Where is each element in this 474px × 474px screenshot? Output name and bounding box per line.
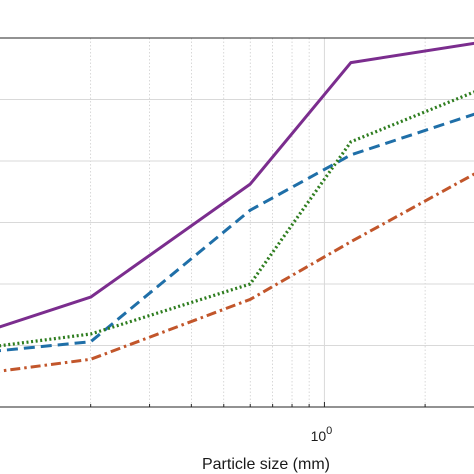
x-tick-marks <box>90 402 426 407</box>
plot-frame <box>0 37 474 408</box>
x-axis-label: Particle size (mm) <box>202 456 330 473</box>
x-tick-label: 100 <box>311 425 333 444</box>
series-line-2 <box>0 112 474 353</box>
series-layer <box>0 41 474 373</box>
series-line-1 <box>0 41 474 329</box>
series-line-4 <box>0 172 474 373</box>
series-line-3 <box>0 90 474 348</box>
